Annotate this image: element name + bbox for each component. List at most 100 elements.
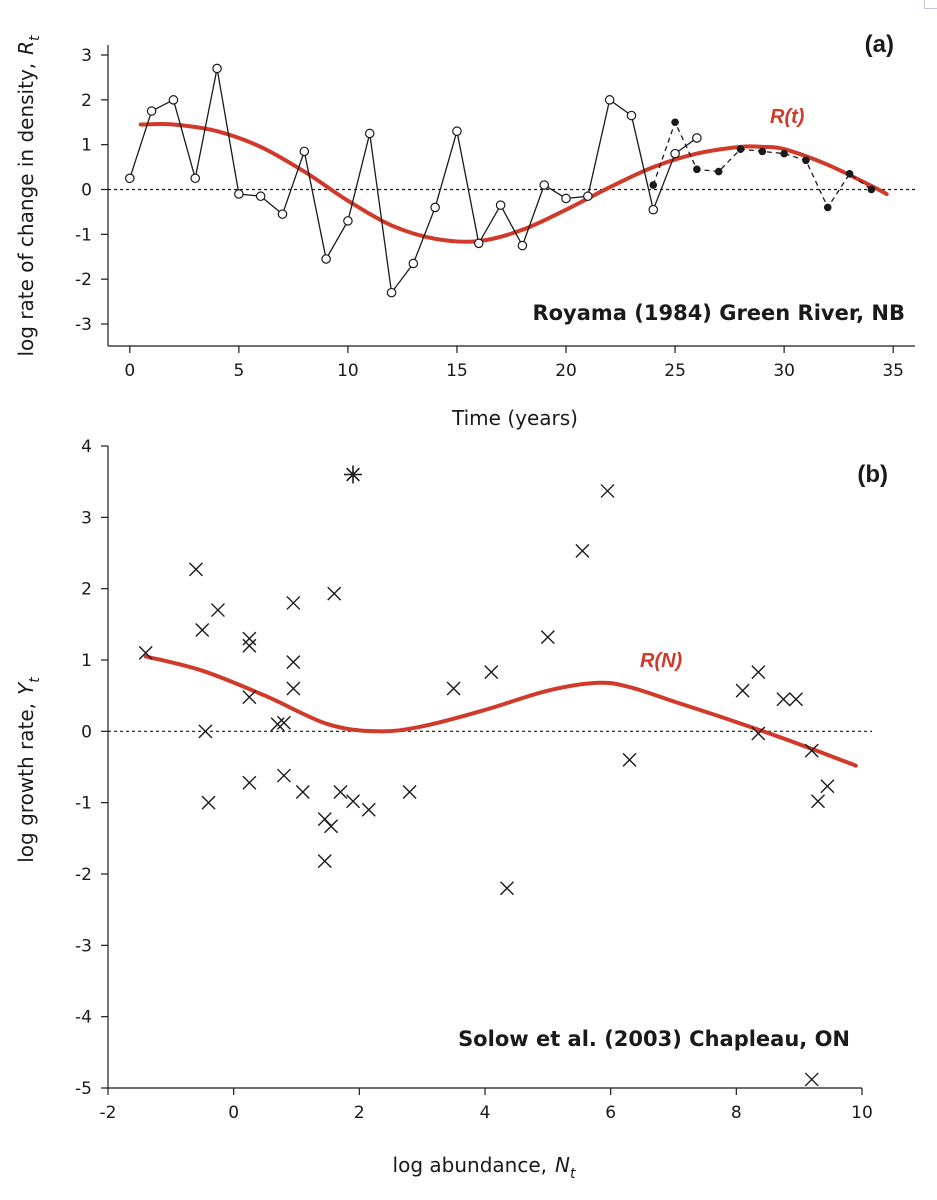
panel-b-y-tick-label: 1	[81, 651, 92, 671]
panel-a-filled-point	[845, 170, 854, 178]
panel-b-x-marker	[346, 794, 361, 809]
panel-b-chart: -2 0 2 4 6 8 10 -5 -4 -3 -2 -1 0 1 2 3 4 (b) R(N) Solow…	[14, 437, 888, 1182]
panel-b-y-tick-label: 0	[81, 722, 92, 742]
panel-a-dashed-series-line	[652, 120, 872, 209]
panel-b-x-marker	[600, 483, 615, 498]
panel-b-asterisk-point	[344, 465, 362, 484]
panel-a-open-point	[386, 287, 397, 298]
panel-b-x-marker	[622, 752, 637, 767]
panel-b-x-tick-label: 6	[605, 1103, 616, 1123]
panel-b-x-marker	[324, 819, 339, 834]
panel-a-open-point	[146, 106, 157, 116]
panel-b-y-tick-label: -3	[75, 936, 92, 956]
panel-a-open-point	[517, 240, 528, 251]
panel-b-x-marker	[446, 681, 461, 696]
panel-b-y-tick-label: -1	[75, 794, 92, 814]
panel-a-curve-label: R(t)	[770, 106, 805, 128]
panel-a-x-tick-label: 5	[233, 361, 244, 381]
panel-a-label: (a)	[865, 31, 894, 58]
panel-a-y-tick-label: 0	[81, 181, 92, 201]
panel-b-x-axis-subscript: t	[570, 1166, 576, 1182]
panel-a-y-tick-label: -3	[75, 315, 92, 335]
panel-a-open-point	[234, 189, 244, 199]
panel-a-chart: 0 5 10 15 20 25 30 35 -3 -2 -1 0 1 2 3 (a) R(t) Royam…	[14, 31, 915, 430]
panel-a-open-point	[604, 95, 615, 105]
panel-b-x-tick-label: 2	[354, 1103, 365, 1123]
panel-b-r-of-n-curve	[143, 654, 858, 768]
panel-a-x-tick-label: 10	[337, 361, 359, 381]
panel-b-x-marker	[276, 715, 291, 730]
panel-b-y-axis-symbol: Y	[14, 681, 38, 695]
panel-b-y-axis-title-text: log growth rate,	[14, 703, 38, 863]
panel-b-x-marker	[242, 638, 257, 653]
panel-a-x-tick-label: 35	[882, 361, 904, 381]
panel-b-x-marker	[286, 681, 301, 696]
panel-b-x-tick-label: 8	[731, 1103, 742, 1123]
panel-b-x-marker	[751, 726, 766, 741]
panel-b-x-marker	[286, 655, 301, 670]
panel-a-open-point	[168, 95, 179, 105]
panel-b-x-marker	[138, 645, 153, 660]
panel-b-x-marker	[751, 665, 766, 680]
panel-a-y-axis-symbol: R	[14, 41, 38, 55]
panel-b-x-marker	[188, 562, 203, 577]
panel-a-filled-point	[693, 165, 701, 174]
panel-a-filled-point	[802, 156, 810, 165]
panel-a-open-point	[408, 258, 419, 269]
panel-a-open-point	[473, 238, 484, 249]
panel-a-open-point	[364, 128, 375, 139]
panel-b-y-tick-label: -5	[75, 1079, 92, 1099]
panel-a-open-point	[343, 216, 353, 226]
panel-b-x-marker	[286, 595, 301, 610]
panel-b-x-marker	[201, 795, 216, 810]
panel-b-y-tick-label: -2	[75, 865, 92, 885]
panel-a-y-tick-label: 1	[81, 136, 92, 156]
panel-a-open-point	[277, 209, 288, 219]
panel-b-curve-label: R(N)	[640, 650, 683, 672]
panel-a-x-tick-label: 20	[555, 361, 577, 381]
panel-a-open-point	[539, 180, 550, 190]
panel-a-open-point	[692, 133, 702, 143]
panel-b-x-marker	[333, 784, 348, 799]
panel-a-open-point	[299, 146, 310, 157]
panel-a-filled-point	[714, 167, 723, 176]
panel-a-filled-point	[671, 118, 679, 127]
panel-b-y-tick-label: 3	[81, 508, 92, 528]
panel-b-x-marker	[789, 692, 804, 707]
panel-b-x-marker	[499, 881, 514, 896]
panel-a-source-annotation: Royama (1984) Green River, NB	[532, 301, 905, 325]
panel-a-filled-point	[823, 203, 832, 212]
panel-a-open-point	[255, 191, 266, 202]
panel-a-open-point	[648, 204, 659, 215]
panel-b-x-marker	[402, 784, 417, 799]
panel-a-open-point	[561, 193, 571, 204]
panel-b-x-marker	[361, 802, 376, 817]
panel-a-x-axis-title: Time (years)	[451, 406, 578, 430]
panel-a-filled-point	[649, 181, 658, 189]
panel-b-x-tick-label: 0	[228, 1103, 239, 1123]
panel-a-r-of-t-curve	[138, 122, 889, 244]
panel-b-x-axis-symbol: N	[555, 1153, 570, 1177]
panel-b-x-marker	[484, 665, 499, 680]
panel-b-x-marker	[540, 630, 555, 645]
panel-a-x-tick-label: 30	[773, 361, 795, 381]
panel-b-x-marker	[210, 603, 225, 618]
panel-b-x-marker	[575, 543, 590, 558]
panel-a-y-ticks: -3 -2 -1 0 1 2 3	[75, 46, 108, 335]
panel-a-filled-point	[780, 149, 788, 158]
panel-b-x-marker	[276, 768, 291, 783]
panel-b-x-marker	[776, 692, 791, 707]
panel-a-y-axis-title-text: log rate of change in density,	[14, 63, 38, 357]
panel-a-open-point	[212, 63, 222, 74]
panel-a-y-tick-label: -1	[75, 225, 92, 245]
panel-b-y-tick-label: 2	[81, 580, 92, 600]
panel-b-y-axis-title: log growth rate, Yt	[14, 677, 43, 863]
panel-a-open-point	[495, 200, 506, 210]
panel-a-y-axis-title: log rate of change in density, Rt	[14, 35, 43, 357]
panel-a-y-tick-label: 3	[81, 46, 92, 66]
panel-a-y-tick-label: 2	[81, 91, 92, 111]
panel-b-asterisk-marker	[344, 465, 362, 484]
panel-a-y-axis-subscript: t	[27, 35, 43, 41]
panel-b-x-marker	[327, 586, 342, 601]
